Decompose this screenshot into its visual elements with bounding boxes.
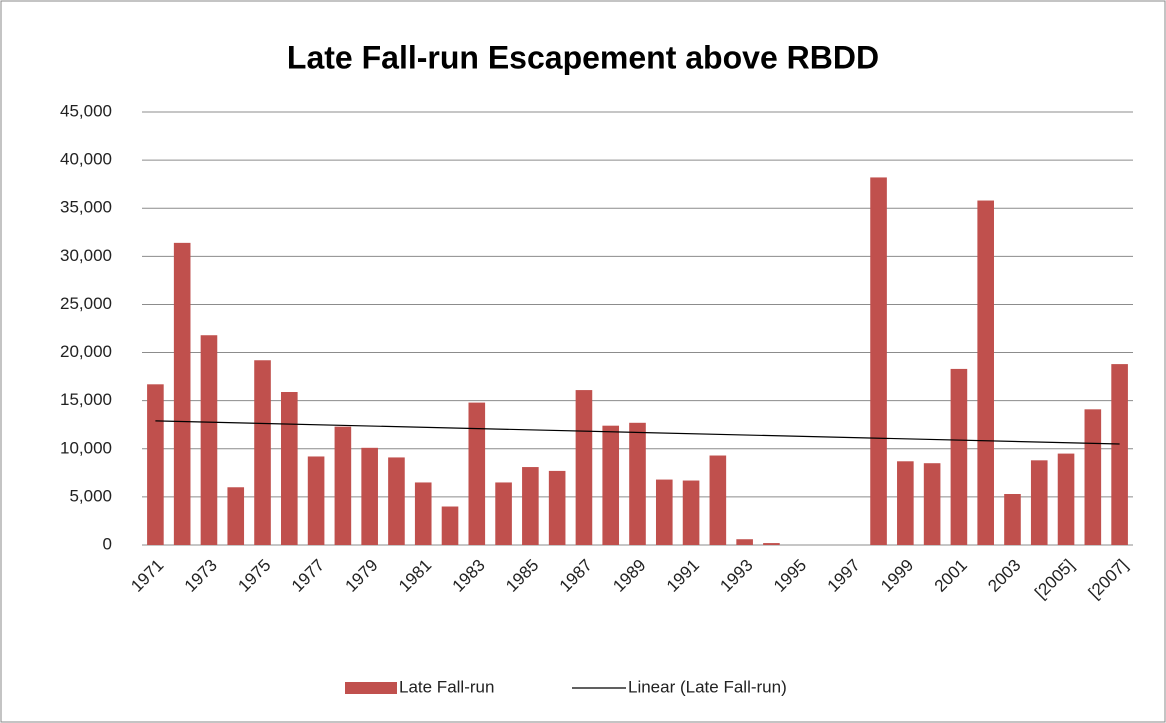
- bar: [923, 463, 941, 545]
- bar: [977, 200, 994, 545]
- bar: [254, 360, 271, 545]
- bar: [441, 506, 459, 545]
- y-tick-label: 20,000: [60, 342, 112, 361]
- bar: [602, 425, 620, 545]
- bar: [281, 392, 298, 545]
- bar: [575, 390, 593, 545]
- bar: [682, 480, 700, 545]
- bar: [1111, 364, 1128, 545]
- bar: [388, 457, 405, 545]
- bar: [227, 487, 245, 545]
- bar: [548, 470, 566, 545]
- y-tick-label: 35,000: [60, 198, 112, 217]
- y-tick-label: 40,000: [60, 150, 112, 169]
- bar: [1030, 460, 1048, 545]
- y-tick-label: 15,000: [60, 390, 112, 409]
- y-tick-label: 30,000: [60, 246, 112, 265]
- bar: [1057, 453, 1075, 545]
- chart-title: Late Fall-run Escapement above RBDD: [287, 39, 879, 75]
- trendline: [155, 420, 1120, 445]
- bar: [200, 335, 218, 545]
- legend-label: Linear (Late Fall-run): [628, 677, 787, 696]
- bar: [1004, 494, 1021, 545]
- bar: [173, 242, 191, 545]
- bar: [468, 402, 486, 545]
- bar: [763, 543, 780, 545]
- legend-swatch: [345, 682, 397, 694]
- bar: [147, 384, 164, 545]
- bar: [736, 539, 753, 545]
- bar: [307, 456, 325, 545]
- y-tick-label: 5,000: [69, 486, 112, 505]
- bar: [709, 455, 727, 545]
- y-tick-label: 10,000: [60, 438, 112, 457]
- bar: [334, 426, 352, 545]
- bar: [950, 368, 968, 545]
- bar: [655, 479, 673, 545]
- legend-label: Late Fall-run: [399, 677, 494, 696]
- bar: [522, 467, 539, 545]
- bar: [414, 482, 432, 545]
- bar: [897, 461, 914, 545]
- bar: [361, 447, 378, 545]
- bar: [629, 422, 646, 545]
- bar: [1084, 409, 1102, 545]
- y-tick-label: 45,000: [60, 101, 112, 120]
- bar: [870, 177, 887, 546]
- bar: [495, 482, 512, 545]
- y-tick-label: 25,000: [60, 294, 112, 313]
- y-tick-label: 0: [103, 534, 112, 553]
